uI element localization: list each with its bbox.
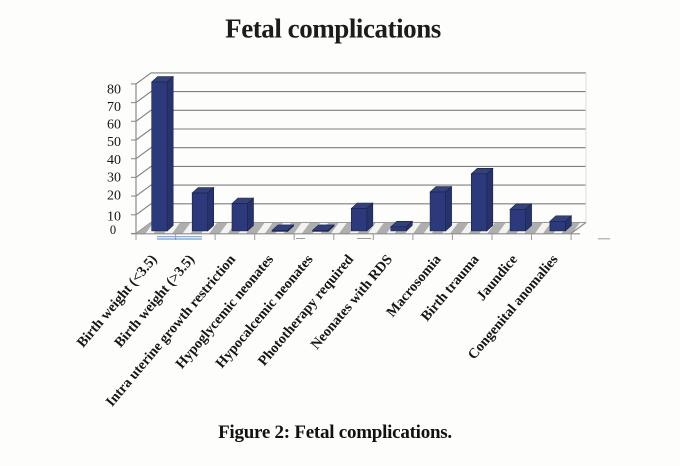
svg-text:30: 30 — [107, 170, 121, 185]
svg-text:40: 40 — [107, 153, 121, 168]
svg-text:20: 20 — [107, 189, 121, 204]
svg-text:Figure 2: Fetal complications.: Figure 2: Fetal complications. — [218, 422, 452, 443]
svg-text:60: 60 — [107, 118, 121, 133]
svg-text:Fetal complications: Fetal complications — [225, 14, 441, 44]
svg-text:0: 0 — [110, 223, 116, 237]
svg-text:10: 10 — [107, 210, 121, 225]
svg-text:80: 80 — [107, 82, 121, 97]
svg-text:50: 50 — [107, 135, 121, 150]
svg-text:70: 70 — [107, 100, 121, 115]
